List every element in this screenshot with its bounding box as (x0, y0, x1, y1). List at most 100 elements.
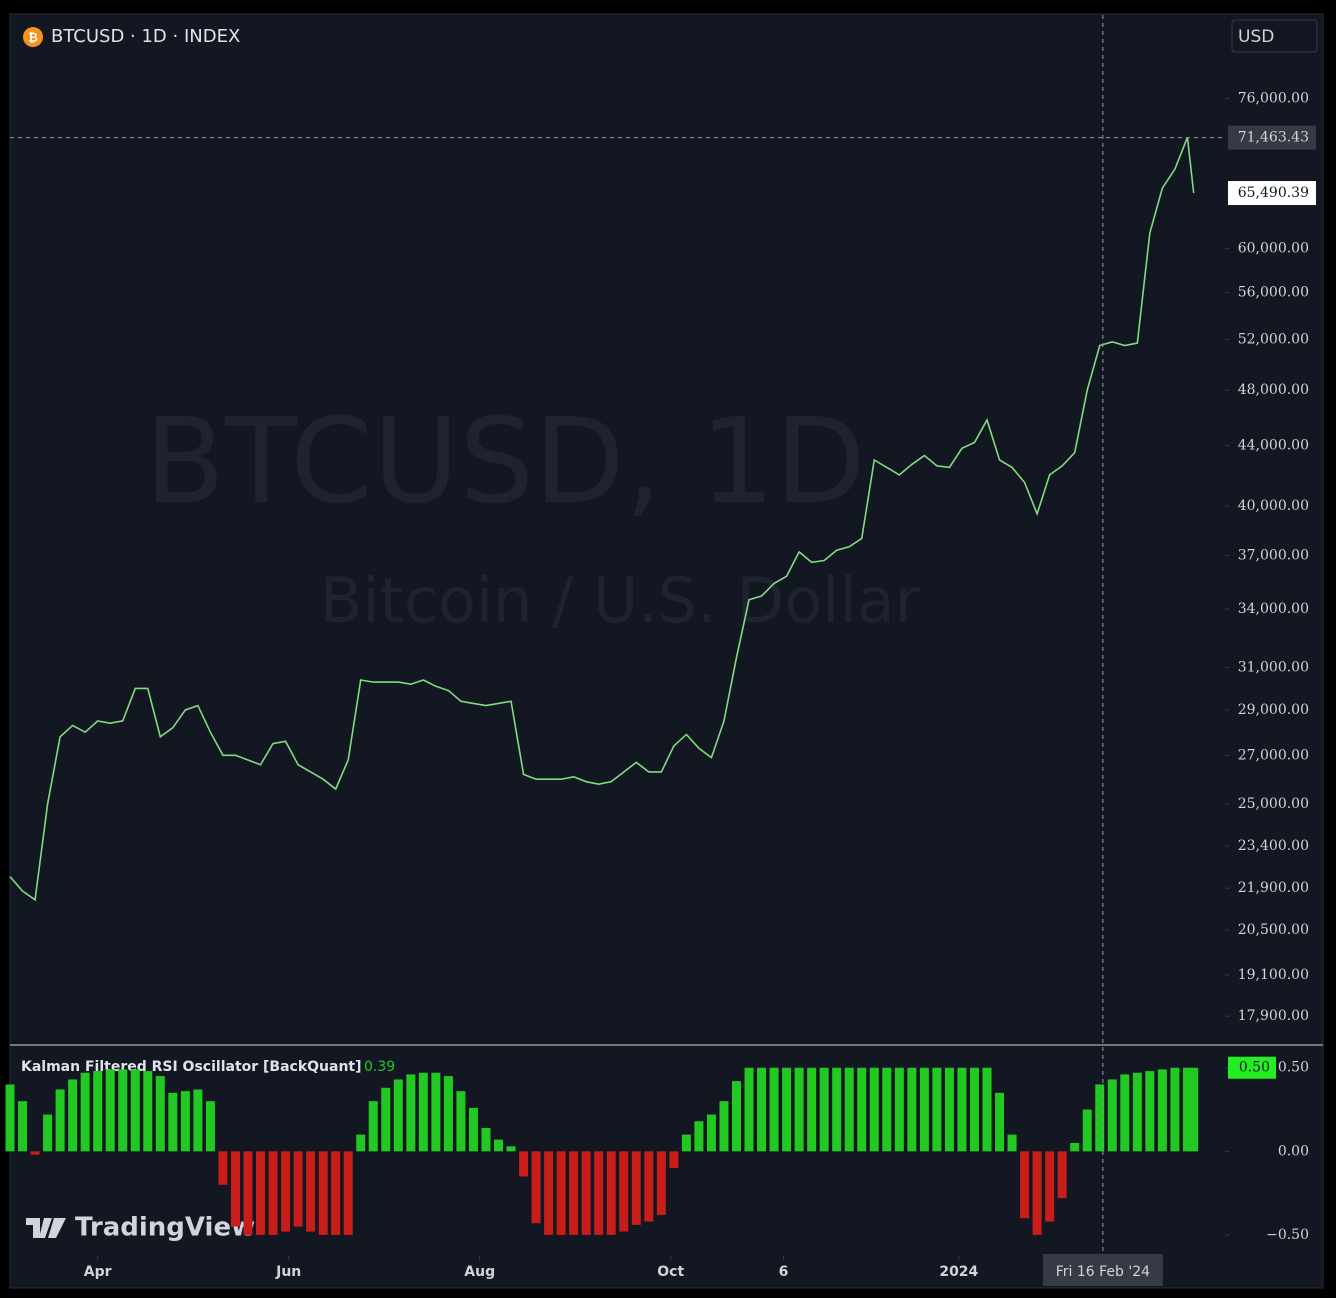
symbol-title: BTCUSD · 1D · INDEX (51, 26, 240, 47)
last-price-box (1228, 181, 1316, 206)
oscillator-bar (30, 1151, 40, 1155)
oscillator-bar (1120, 1074, 1130, 1152)
last-value-box (1228, 1056, 1276, 1079)
x-tick-label: 6 (779, 1264, 789, 1280)
oscillator-bar (857, 1067, 867, 1152)
price-line (9, 137, 1195, 902)
oscillator-bar (669, 1151, 679, 1169)
oscillator-bar (1020, 1151, 1030, 1219)
oscillator-bar (944, 1067, 954, 1152)
watermark-symbol: BTCUSD, 1D (144, 392, 866, 530)
oscillator-bar (594, 1151, 604, 1235)
oscillator-bar (731, 1081, 741, 1152)
y-tick-label: 52,000.00 (1238, 331, 1309, 347)
oscillator-bar (118, 1069, 128, 1152)
brand-mark (26, 1218, 66, 1238)
x-tick-label: Apr (84, 1264, 112, 1280)
oscillator-bar (769, 1067, 779, 1152)
chart-area (9, 13, 1324, 1289)
oscillator-bar (631, 1151, 641, 1225)
oscillator-bar (1107, 1079, 1117, 1152)
oscillator-bar (694, 1121, 704, 1152)
oscillator-bar (794, 1067, 804, 1152)
oscillator-bar (494, 1139, 504, 1152)
oscillator-bar (807, 1067, 817, 1152)
oscillator-bar (205, 1101, 215, 1152)
y-tick-label: 76,000.00 (1238, 91, 1309, 107)
y-tick-label: 60,000.00 (1238, 241, 1309, 257)
oscillator-bar (331, 1151, 341, 1235)
currency-label[interactable]: USD (1238, 27, 1274, 47)
oscillator-bar (782, 1067, 792, 1152)
oscillator-bar (519, 1151, 529, 1177)
oscillator-bar (957, 1067, 967, 1152)
oscillator-bar (819, 1067, 829, 1152)
oscillator-bar (894, 1067, 904, 1152)
y-tick-label: 0.50 (1278, 1060, 1309, 1076)
oscillator-bar (1082, 1109, 1092, 1152)
y-tick-label: 27,000.00 (1238, 747, 1309, 763)
oscillator-bar (706, 1114, 716, 1152)
y-tick-label: 25,000.00 (1238, 796, 1309, 812)
oscillator-bar (556, 1151, 566, 1235)
oscillator-bar (744, 1067, 754, 1152)
oscillator-bar (1132, 1072, 1142, 1152)
y-tick-label: 31,000.00 (1238, 660, 1309, 676)
oscillator-bar (969, 1067, 979, 1152)
oscillator-bar (544, 1151, 554, 1235)
x-tick-label: Oct (657, 1264, 684, 1280)
oscillator-bar (268, 1151, 278, 1235)
symbol-icon-glyph: ₿ (28, 31, 38, 45)
currency-button[interactable] (1231, 19, 1318, 53)
oscillator-bar (343, 1151, 353, 1235)
oscillator-bar (1170, 1067, 1180, 1152)
oscillator-bar (5, 1084, 15, 1152)
oscillator-bar (155, 1076, 165, 1152)
oscillator-bar (907, 1067, 917, 1152)
y-tick-label: 0.00 (1278, 1143, 1309, 1159)
oscillator-bar (256, 1151, 266, 1235)
oscillator-bar (368, 1101, 378, 1152)
oscillator-bar (68, 1079, 78, 1152)
oscillator-bar (230, 1151, 240, 1227)
oscillator-bar (80, 1072, 90, 1152)
oscillator-bar (468, 1107, 478, 1152)
oscillator-bar (644, 1151, 654, 1222)
y-tick-label: 37,000.00 (1238, 547, 1309, 563)
y-tick-label: 19,100.00 (1238, 967, 1309, 983)
y-tick-label: 20,500.00 (1238, 922, 1309, 938)
oscillator-bar (832, 1067, 842, 1152)
oscillator-bar (932, 1067, 942, 1152)
oscillator-bar (1070, 1142, 1080, 1152)
brand-name: TradingView (75, 1213, 255, 1243)
y-tick-label: 48,000.00 (1238, 382, 1309, 398)
oscillator-bar (418, 1072, 428, 1152)
oscillator-bar (1032, 1151, 1042, 1235)
y-tick-label: 44,000.00 (1238, 437, 1309, 453)
oscillator-bar (869, 1067, 879, 1152)
crosshair-date-label: Fri 16 Feb '24 (1056, 1264, 1150, 1280)
oscillator-bar (406, 1074, 416, 1152)
oscillator-bar (180, 1091, 190, 1152)
oscillator-bar (1095, 1084, 1105, 1152)
oscillator-bar (882, 1067, 892, 1152)
y-tick-label: 17,900.00 (1238, 1008, 1309, 1024)
oscillator-bar (481, 1127, 491, 1152)
crosshair-price-label: 71,463.43 (1238, 130, 1309, 146)
symbol-icon (23, 27, 43, 47)
oscillator-bar (1007, 1134, 1017, 1152)
oscillator-bar (293, 1151, 303, 1227)
x-tick-label: Jun (275, 1264, 301, 1280)
indicator-value: 0.39 (364, 1059, 395, 1075)
x-tick-label: 2024 (939, 1264, 978, 1280)
oscillator-bar (18, 1101, 28, 1152)
y-tick-label: 56,000.00 (1238, 284, 1309, 300)
y-tick-label: 34,000.00 (1238, 601, 1309, 617)
oscillator-bar (1157, 1069, 1167, 1152)
oscillator-bar (982, 1067, 992, 1152)
oscillator-bar (844, 1067, 854, 1152)
oscillator-bar (381, 1087, 391, 1152)
oscillator-bar (506, 1146, 516, 1152)
oscillator-bar (919, 1067, 929, 1152)
